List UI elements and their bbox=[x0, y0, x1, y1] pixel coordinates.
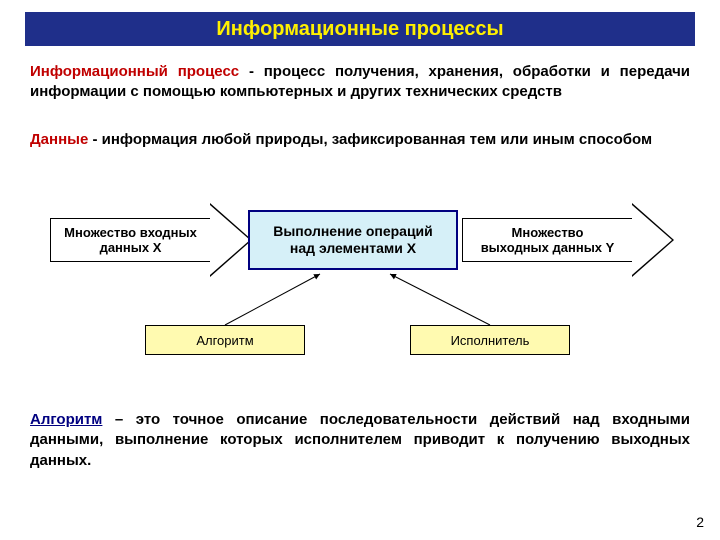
output-arrow-label: Множество выходных данных Y bbox=[481, 225, 615, 255]
center-operation-label: Выполнение операций над элементами X bbox=[273, 223, 433, 258]
paragraph-1: Информационный процесс - процесс получен… bbox=[30, 62, 690, 103]
center-operation-box: Выполнение операций над элементами X bbox=[248, 210, 458, 270]
term-data: Данные bbox=[30, 131, 88, 148]
paragraph-3: Алгоритм – это точное описание последова… bbox=[30, 410, 690, 471]
title-bar: Информационные процессы bbox=[25, 12, 695, 46]
executor-label: Исполнитель bbox=[451, 333, 530, 348]
input-arrow: Множество входных данных X bbox=[50, 218, 210, 262]
term-algorithm: Алгоритм bbox=[30, 411, 102, 428]
input-arrow-label: Множество входных данных X bbox=[64, 225, 197, 255]
process-diagram: Множество входных данных X Множество вых… bbox=[30, 200, 690, 380]
executor-box: Исполнитель bbox=[410, 325, 570, 355]
output-arrow: Множество выходных данных Y bbox=[462, 218, 632, 262]
page-number: 2 bbox=[696, 514, 704, 530]
input-arrow-head bbox=[210, 205, 250, 275]
algorithm-box: Алгоритм bbox=[145, 325, 305, 355]
output-arrow-head bbox=[632, 205, 672, 275]
para3-body: – это точное описание последовательности… bbox=[30, 411, 690, 469]
input-arrow-joint bbox=[209, 219, 211, 261]
output-arrow-joint bbox=[631, 219, 633, 261]
paragraph-2: Данные - информация любой природы, зафик… bbox=[30, 130, 690, 150]
term-info-process: Информационный процесс bbox=[30, 63, 239, 80]
title-text: Информационные процессы bbox=[216, 18, 503, 41]
para2-body: - информация любой природы, зафиксирован… bbox=[88, 131, 652, 148]
algorithm-label: Алгоритм bbox=[196, 333, 253, 348]
